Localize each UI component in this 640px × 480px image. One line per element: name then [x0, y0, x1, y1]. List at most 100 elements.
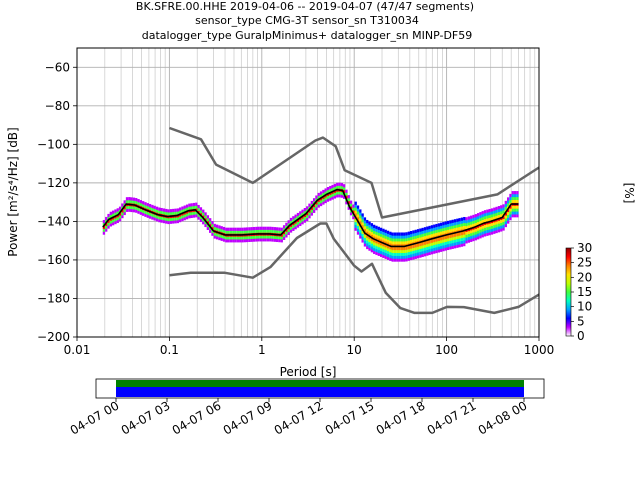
histogram-cell [299, 211, 302, 215]
histogram-cell [513, 214, 517, 218]
histogram-cell [426, 232, 429, 236]
histogram-cell [162, 219, 166, 224]
histogram-cell [255, 238, 258, 242]
histogram-cell [382, 231, 385, 235]
histogram-cell [481, 231, 484, 235]
histogram-cell [516, 199, 519, 203]
histogram-cell [509, 193, 512, 198]
histogram-cell [504, 206, 508, 210]
histogram-cell [463, 219, 466, 224]
histogram-cell [366, 234, 369, 238]
histogram-cell [389, 231, 392, 235]
histogram-cell [211, 221, 214, 225]
histogram-cell [398, 238, 401, 242]
histogram-cell [229, 230, 233, 234]
histogram-cell [123, 208, 126, 213]
histogram-cell [236, 239, 240, 243]
histogram-cell [132, 206, 136, 210]
histogram-cell [444, 241, 447, 245]
histogram-cell [379, 247, 383, 252]
histogram-cell [197, 216, 200, 220]
histogram-cell [356, 231, 360, 235]
histogram-cell [435, 244, 438, 248]
histogram-cell [287, 231, 290, 235]
histogram-cell [474, 228, 477, 232]
histogram-cell [317, 201, 320, 205]
histogram-cell [289, 229, 293, 233]
histogram-cell [442, 224, 445, 229]
histogram-cell [513, 196, 517, 201]
histogram-cell [479, 212, 482, 216]
histogram-cell [423, 232, 427, 237]
histogram-cell [252, 229, 256, 234]
histogram-cell [458, 220, 461, 225]
histogram-cell [382, 251, 385, 256]
colorbar-tick-label: 5 [577, 314, 585, 328]
histogram-cell [423, 250, 427, 254]
histogram-cell [125, 208, 129, 212]
histogram-cell [403, 241, 406, 245]
histogram-cell [474, 214, 477, 218]
histogram-cell [377, 241, 380, 245]
histogram-cell [158, 219, 161, 223]
histogram-cell [345, 189, 348, 193]
histogram-cell [301, 218, 304, 222]
histogram-cell [396, 252, 399, 256]
histogram-cell [209, 221, 212, 225]
histogram-cell [236, 230, 240, 234]
histogram-cell [476, 236, 480, 240]
histogram-cell [414, 249, 417, 254]
histogram-cell [398, 258, 401, 262]
histogram-cell [107, 213, 110, 218]
histogram-cell [384, 249, 387, 254]
histogram-cell [292, 224, 295, 229]
histogram-cell [366, 245, 369, 250]
histogram-cell [405, 235, 408, 239]
histogram-cell [252, 226, 256, 231]
histogram-cell [331, 184, 334, 189]
histogram-cell [465, 240, 468, 244]
histogram-cell [476, 230, 480, 234]
histogram-cell [303, 219, 307, 223]
histogram-cell [262, 229, 265, 233]
histogram-cell [169, 217, 173, 221]
histogram-cell [483, 210, 487, 214]
histogram-cell [155, 206, 159, 210]
histogram-cell [130, 200, 133, 204]
histogram-cell [463, 222, 466, 226]
histogram-cell [222, 226, 226, 231]
histogram-cell [456, 241, 459, 245]
histogram-cell [472, 214, 475, 219]
histogram-cell [130, 197, 133, 201]
histogram-cell [458, 223, 461, 228]
histogram-cell [366, 228, 369, 232]
histogram-cell [289, 217, 293, 222]
histogram-cell [285, 231, 288, 235]
histogram-cell [326, 195, 330, 199]
histogram-cell [227, 239, 230, 243]
chart-title-line-2: sensor_type CMG-3T sensor_sn T310034 [195, 14, 419, 27]
histogram-cell [204, 223, 207, 228]
histogram-cell [301, 221, 304, 225]
histogram-cell [386, 250, 390, 255]
histogram-cell [377, 249, 380, 254]
histogram-cell [444, 235, 447, 240]
histogram-cell [412, 247, 415, 251]
series-layer [102, 126, 540, 315]
histogram-cell [398, 255, 401, 259]
histogram-cell [144, 202, 147, 206]
histogram-cell [497, 220, 501, 224]
new-low-noise-model-line [169, 222, 540, 315]
histogram-cell [361, 233, 364, 237]
histogram-cell [449, 246, 452, 250]
histogram-cell [460, 240, 464, 244]
histogram-cell [111, 210, 115, 214]
histogram-cell [368, 227, 371, 231]
histogram-cell [375, 228, 378, 232]
histogram-cell [433, 227, 436, 231]
histogram-cell [144, 205, 147, 209]
histogram-cell [423, 230, 427, 234]
histogram-cell [407, 257, 410, 261]
histogram-cell [128, 199, 131, 204]
histogram-cell [495, 212, 498, 216]
